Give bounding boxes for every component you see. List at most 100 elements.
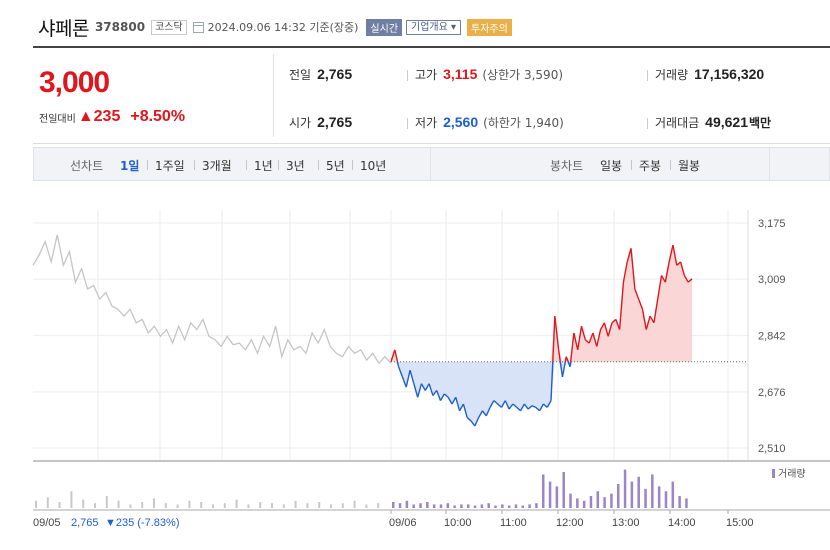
tab-1day[interactable]: 1일 bbox=[120, 159, 140, 173]
up-line-segment bbox=[660, 275, 666, 283]
down-line-segment bbox=[401, 376, 407, 388]
low-label: 저가 bbox=[415, 116, 438, 130]
down-line-segment bbox=[546, 400, 552, 408]
volume-bar-prev bbox=[188, 500, 191, 508]
company-overview-dropdown[interactable]: 기업개요 ▾ bbox=[406, 19, 462, 35]
volume-bar-today bbox=[664, 491, 668, 508]
change-value: ▲235 bbox=[77, 108, 121, 125]
volume-bar-today bbox=[392, 502, 395, 508]
tab-10years[interactable]: 10년 bbox=[360, 159, 387, 173]
up-line-segment bbox=[626, 248, 632, 263]
volume-bar-today bbox=[528, 504, 531, 508]
up-line-segment bbox=[569, 332, 575, 362]
down-line-segment bbox=[542, 403, 548, 408]
volume-bar-today bbox=[644, 488, 647, 508]
up-line-segment bbox=[390, 349, 396, 362]
up-line-segment bbox=[634, 288, 640, 300]
divider bbox=[647, 70, 648, 81]
y-tick-label: 2,676 bbox=[758, 387, 786, 399]
tab-1year[interactable]: 1년 bbox=[254, 159, 273, 173]
y-tick-label: 2,510 bbox=[758, 443, 786, 455]
volume-bar-prev bbox=[141, 502, 144, 508]
volume-bar-prev bbox=[235, 499, 238, 508]
up-line-segment bbox=[584, 339, 590, 344]
volume-bar-today bbox=[426, 502, 429, 508]
chart-lines bbox=[32, 234, 748, 427]
volume-bar-today bbox=[460, 504, 463, 508]
volume-bar-today bbox=[630, 481, 634, 508]
volume-bar-prev bbox=[58, 502, 61, 508]
tab-daily-candle[interactable]: 일봉 bbox=[600, 159, 623, 173]
volume-bar-today bbox=[637, 476, 640, 508]
stock-code: 378800 bbox=[94, 20, 146, 34]
chart-period-tabs: 선차트 1일 1주일 3개월 1년 3년 5년 10년 봉차트 일봉 주봉 월봉 bbox=[33, 147, 830, 181]
up-line-segment bbox=[638, 298, 644, 310]
volume-bar-today bbox=[569, 493, 572, 508]
x-tick-label: 15:00 bbox=[726, 517, 754, 529]
up-line-segment bbox=[580, 326, 586, 340]
open-cell: 시가 2,765 bbox=[289, 114, 352, 131]
up-line-segment bbox=[592, 332, 598, 347]
volume-label: 거래량 bbox=[655, 68, 689, 82]
down-line-segment bbox=[512, 403, 518, 408]
up-line-segment bbox=[679, 261, 686, 276]
prev-close-label: 전일 bbox=[289, 68, 312, 82]
down-line-segment bbox=[436, 390, 442, 401]
up-line-segment bbox=[630, 248, 636, 290]
volume-bar-prev bbox=[129, 504, 132, 508]
volume-bar-today bbox=[398, 503, 402, 508]
down-line-segment bbox=[466, 417, 472, 422]
down-line-segment bbox=[561, 361, 567, 378]
down-line-segment bbox=[478, 410, 484, 418]
volume-bar-today bbox=[685, 498, 688, 508]
tab-3years[interactable]: 3년 bbox=[286, 159, 305, 173]
prev-close-cell: 전일 2,765 bbox=[289, 66, 352, 83]
volume-bar-prev bbox=[164, 503, 167, 508]
change-label: 전일대비 bbox=[39, 113, 76, 125]
volume-bar-today bbox=[473, 505, 477, 508]
divider bbox=[647, 118, 648, 129]
chart-grid bbox=[33, 210, 830, 511]
tab-divider bbox=[318, 160, 319, 170]
volume-bar-today bbox=[617, 484, 620, 508]
divider bbox=[407, 70, 408, 81]
down-line-segment bbox=[458, 403, 465, 412]
tab-monthly-candle[interactable]: 월봉 bbox=[678, 159, 701, 173]
volume-legend-label: 거래량 bbox=[778, 468, 806, 480]
market-badge: 코스닥 bbox=[151, 19, 187, 35]
volume-bar-prev bbox=[377, 503, 380, 508]
tab-divider bbox=[246, 160, 247, 170]
up-line-segment bbox=[557, 349, 562, 362]
candle-chart-label: 봉차트 bbox=[550, 159, 584, 173]
tab-weekly-candle[interactable]: 주봉 bbox=[639, 159, 662, 173]
volume-bar-today bbox=[446, 503, 450, 508]
up-line-segment bbox=[599, 322, 605, 330]
tab-3months[interactable]: 3개월 bbox=[202, 159, 232, 173]
volume-bar-prev bbox=[282, 504, 285, 508]
up-line-segment bbox=[554, 315, 560, 350]
down-line-segment bbox=[531, 405, 537, 409]
x-axis: 09/06 10:00 11:00 12:00 13:00 14:00 15:00 09/05… bbox=[33, 510, 754, 529]
open-value: 2,765 bbox=[317, 114, 353, 130]
down-line-segment bbox=[535, 406, 541, 412]
volume-bar-today bbox=[419, 503, 422, 508]
volume-bar-prev bbox=[223, 503, 226, 508]
amount-label: 거래대금 bbox=[655, 116, 700, 130]
tab-5years[interactable]: 5년 bbox=[326, 159, 345, 173]
prev-day-date: 09/05 bbox=[33, 517, 61, 529]
realtime-badge[interactable]: 실시간 bbox=[366, 18, 403, 36]
tab-1week[interactable]: 1주일 bbox=[155, 159, 185, 173]
volume-bar-today bbox=[603, 497, 606, 508]
volume-bar-today bbox=[514, 504, 518, 508]
down-line-segment bbox=[489, 400, 495, 408]
up-line-segment bbox=[683, 275, 689, 283]
down-line-segment bbox=[420, 383, 426, 391]
volume-bar-today bbox=[439, 504, 443, 508]
volume-bar-prev bbox=[153, 498, 155, 508]
up-line-segment bbox=[676, 261, 682, 266]
down-line-segment bbox=[569, 361, 572, 367]
down-line-segment bbox=[516, 406, 522, 412]
line-chart-label: 선차트 bbox=[70, 159, 104, 173]
chart-area-fills bbox=[391, 244, 692, 427]
prev-day-close: 2,765 bbox=[71, 517, 99, 529]
